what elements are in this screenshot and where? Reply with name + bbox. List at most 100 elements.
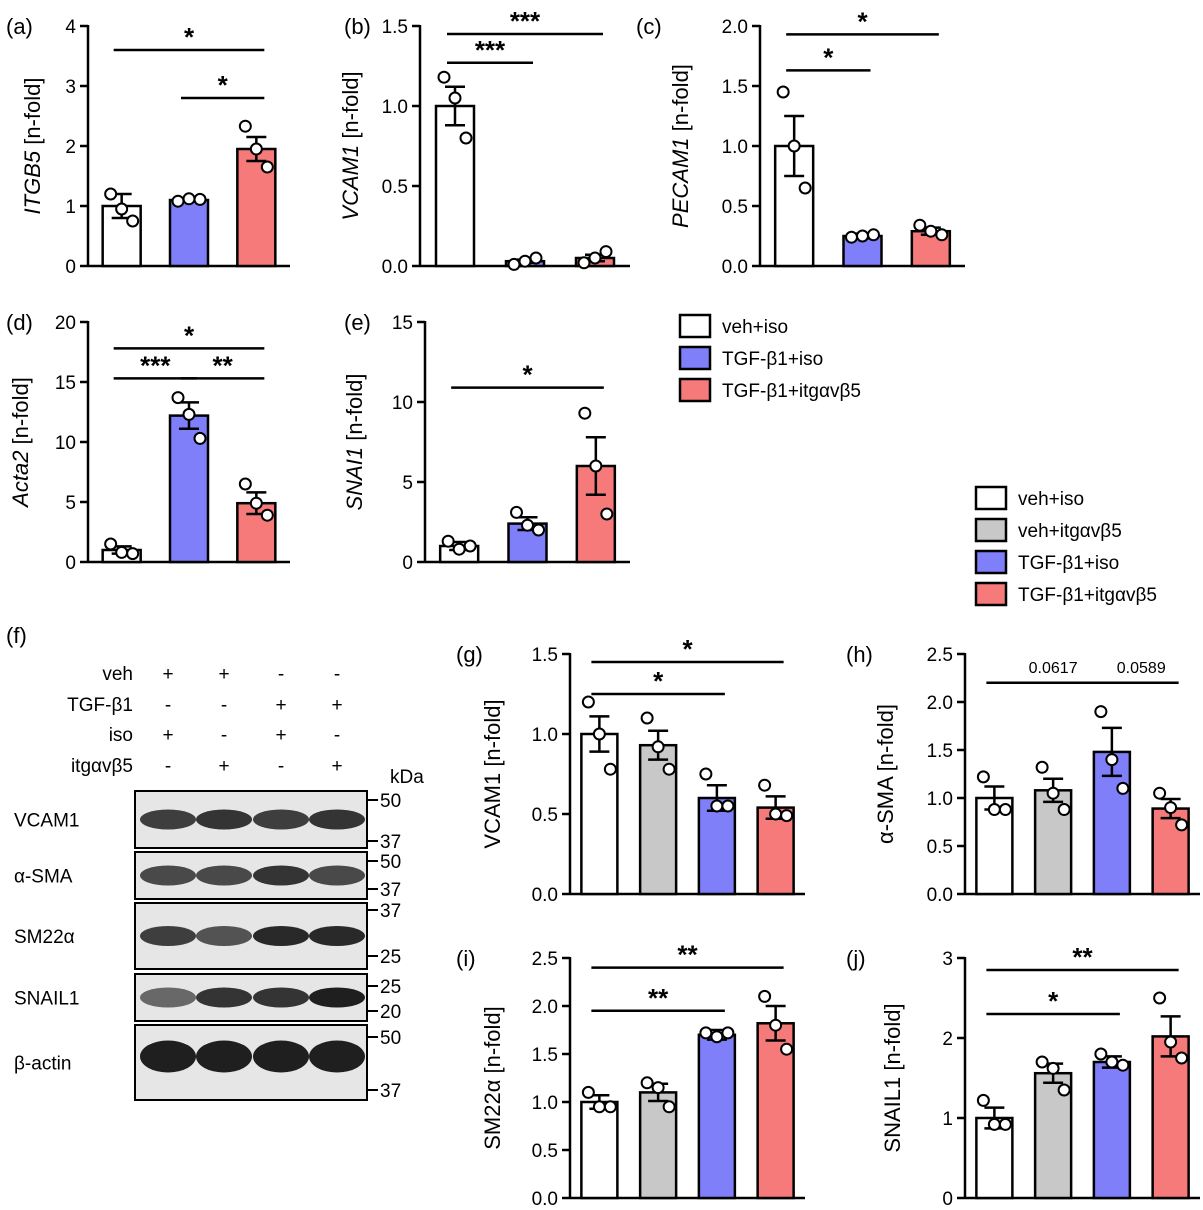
treatment-mark: -	[165, 695, 171, 716]
y-tick-label: 0.0	[532, 1189, 558, 1210]
data-point	[104, 187, 118, 201]
data-point	[1153, 991, 1167, 1005]
y-tick-label: 3	[65, 77, 76, 98]
data-point	[532, 523, 545, 537]
y-tick-label: 1.0	[927, 789, 953, 810]
blot-band	[196, 987, 252, 1008]
y-tick-label: 1.5	[722, 77, 748, 98]
blot-band	[140, 987, 196, 1008]
marker-label: 20	[380, 1002, 401, 1023]
kda-label: kDa	[390, 767, 424, 788]
data-point	[640, 1076, 654, 1090]
data-point	[1046, 1061, 1060, 1075]
y-tick-label: 0.5	[382, 177, 408, 198]
blot-band	[140, 865, 196, 886]
data-point	[171, 194, 185, 208]
blot-band	[253, 809, 309, 830]
data-point	[699, 1026, 713, 1040]
legend-label: TGF-β1+iso	[722, 349, 823, 370]
y-tick-label: 2.5	[927, 645, 953, 666]
y-axis-label: Acta2 [n-fold]	[8, 377, 33, 509]
data-point	[780, 809, 794, 823]
y-tick-label: 1.0	[382, 97, 408, 118]
data-point	[437, 70, 451, 84]
data-point	[758, 778, 772, 792]
y-tick-label: 0.5	[532, 1141, 558, 1162]
blot-band	[253, 865, 309, 886]
data-point	[588, 251, 602, 265]
data-point	[577, 256, 591, 270]
legend-label: TGF-β1+iso	[1018, 553, 1119, 574]
data-point	[581, 695, 595, 709]
data-point	[856, 229, 869, 243]
treatment-mark: +	[162, 725, 173, 746]
treatment-mark: -	[221, 695, 227, 716]
data-point	[1164, 801, 1178, 815]
legend-label: veh+iso	[1018, 489, 1084, 510]
legend-swatch	[678, 345, 712, 371]
treatment-label: iso	[109, 725, 133, 746]
significance-label: *	[184, 320, 195, 350]
data-point	[592, 727, 606, 741]
data-point	[249, 142, 263, 156]
data-point	[699, 767, 713, 781]
y-tick-label: 15	[392, 313, 413, 334]
treatment-mark: -	[278, 664, 284, 685]
treatment-mark: -	[334, 725, 340, 746]
data-point	[193, 192, 207, 206]
bar	[975, 1116, 1014, 1200]
bar	[168, 198, 210, 268]
panel-label: (a)	[6, 14, 33, 39]
panel-label: (f)	[6, 623, 27, 648]
panel-label: (e)	[344, 310, 371, 335]
data-point	[935, 228, 949, 242]
data-point	[798, 181, 812, 195]
bar	[1092, 1060, 1132, 1200]
significance-label: **	[648, 983, 669, 1013]
data-point	[115, 202, 129, 216]
significance-label: *	[682, 634, 693, 664]
data-point	[1175, 1051, 1189, 1065]
data-point	[603, 1100, 617, 1114]
significance-label: *	[184, 22, 195, 52]
y-tick-label: 2.0	[532, 997, 558, 1018]
legend-label: TGF-β1+itgαvβ5	[1018, 585, 1157, 606]
data-point	[578, 406, 592, 420]
marker-label: 37	[380, 880, 401, 901]
y-tick-label: 10	[55, 433, 76, 454]
y-tick-label: 0.0	[722, 257, 748, 278]
data-point	[710, 1030, 724, 1044]
y-axis-label: α-SMA [n-fold]	[873, 704, 898, 844]
y-tick-label: 1.5	[532, 645, 558, 666]
data-point	[463, 539, 477, 553]
treatment-mark: +	[331, 756, 342, 777]
data-point	[1164, 1035, 1178, 1049]
data-point	[1057, 803, 1071, 817]
y-axis-label: SNAIL1 [n-fold]	[880, 1003, 905, 1152]
bar	[580, 1100, 619, 1200]
data-point	[758, 989, 772, 1003]
legend-swatch	[678, 313, 712, 339]
y-tick-label: 0	[402, 553, 413, 574]
treatment-mark: +	[218, 664, 229, 685]
treatment-mark: -	[165, 756, 171, 777]
blot-band	[196, 809, 252, 830]
data-point	[640, 711, 654, 725]
marker-label: 25	[380, 947, 401, 968]
y-axis-label: VCAM1 [n-fold]	[480, 699, 505, 848]
data-point	[867, 228, 880, 242]
data-point	[260, 160, 274, 174]
blot-band	[196, 865, 252, 886]
treatment-mark: +	[275, 725, 286, 746]
data-point	[924, 224, 938, 238]
y-tick-label: 1.5	[532, 1045, 558, 1066]
significance-label: ***	[510, 6, 541, 36]
panel-label: (h)	[846, 642, 873, 667]
data-point	[662, 762, 676, 776]
data-point	[1116, 1058, 1130, 1072]
panel-label: (j)	[846, 946, 866, 971]
data-point	[1105, 753, 1119, 767]
data-point	[1035, 760, 1049, 774]
data-point	[1046, 786, 1060, 800]
data-point	[976, 1093, 990, 1107]
